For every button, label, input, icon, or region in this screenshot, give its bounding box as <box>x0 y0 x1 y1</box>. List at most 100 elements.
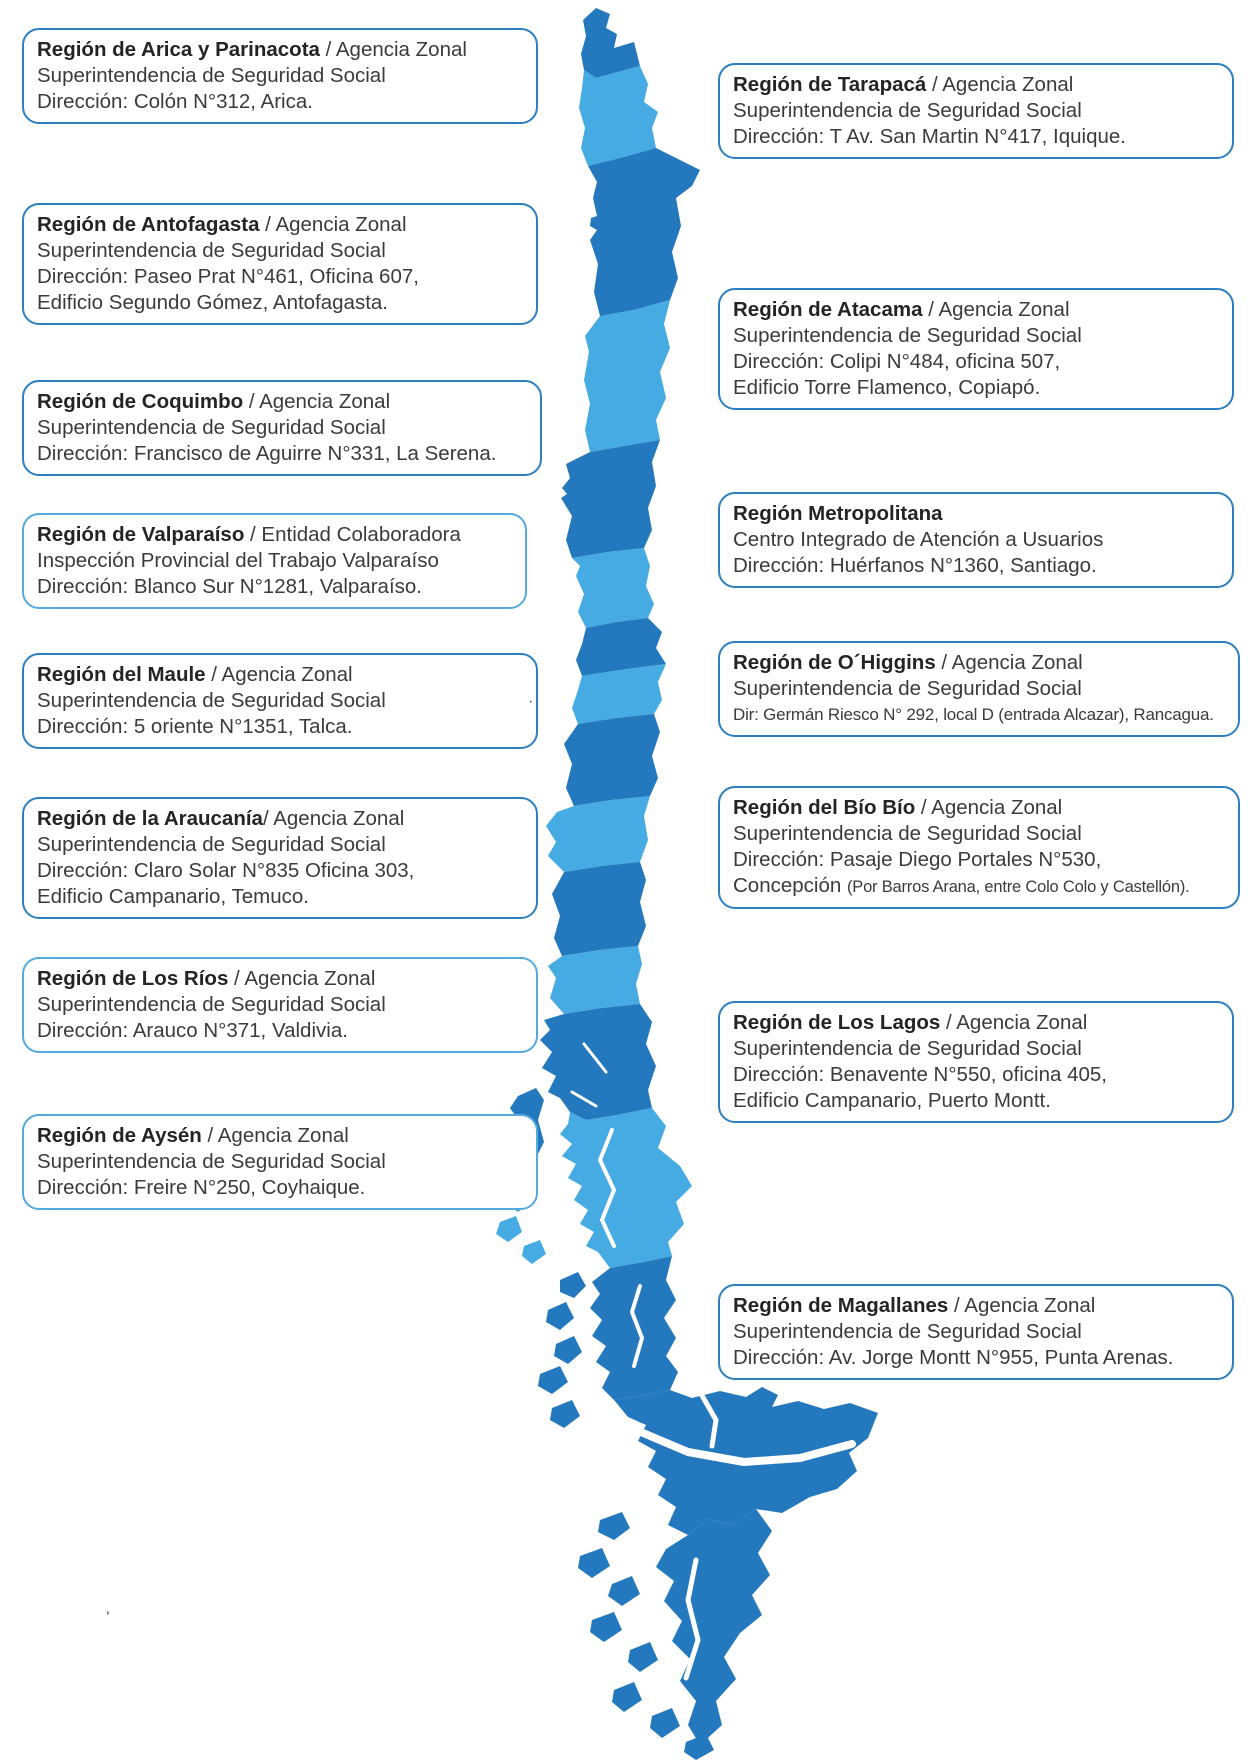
card-maule: Región del Maule / Agencia Zonal Superin… <box>22 653 538 749</box>
org-line: Centro Integrado de Atención a Usuarios <box>733 528 1104 551</box>
org-line: Superintendencia de Seguridad Social <box>37 993 386 1016</box>
map-archipelago-magallanes-10 <box>628 1642 658 1672</box>
address-line: Dirección: 5 oriente N°1351, Talca. <box>37 715 353 738</box>
map-archipelago-magallanes-12 <box>650 1708 680 1738</box>
map-region-magallanes-tierradelfuego <box>614 1387 878 1535</box>
office-type: / Agencia Zonal <box>205 663 353 686</box>
region-name: Región de Magallanes <box>733 1294 949 1317</box>
address-line: Dirección: Blanco Sur N°1281, Valparaíso… <box>37 575 422 598</box>
address-line: Dirección: Huérfanos N°1360, Santiago. <box>733 554 1097 577</box>
map-archipelago-magallanes-5 <box>550 1400 580 1428</box>
address-line-2: Concepción (Por Barros Arana, entre Colo… <box>733 873 1225 900</box>
region-name: Región de Antofagasta <box>37 213 260 236</box>
region-name: Región de O´Higgins <box>733 651 936 674</box>
map-channel-strait <box>632 1426 856 1466</box>
map-fjord-4 <box>570 1090 598 1108</box>
address-line: Dirección: Francisco de Aguirre N°331, L… <box>37 442 497 465</box>
region-name: Región Metropolitana <box>733 502 943 525</box>
address-line: Dirección: Colón N°312, Arica. <box>37 90 313 113</box>
region-name: Región de Atacama <box>733 298 923 321</box>
map-archipelago-magallanes-7 <box>578 1548 610 1578</box>
map-archipelago-magallanes-8 <box>608 1576 640 1606</box>
office-type: / Agencia Zonal <box>922 298 1070 321</box>
office-type: / Agencia Zonal <box>319 38 467 61</box>
map-region-metropolitana <box>576 618 666 676</box>
map-archipelago-magallanes-13 <box>684 1734 714 1760</box>
map-region-antofagasta <box>588 148 700 316</box>
org-line: Superintendencia de Seguridad Social <box>37 833 386 856</box>
address-line: Dirección: Arauco N°371, Valdivia. <box>37 1019 348 1042</box>
map-archipelago-magallanes-6 <box>598 1512 630 1540</box>
card-coquimbo: Región de Coquimbo / Agencia Zonal Super… <box>22 380 542 476</box>
map-fjord-2 <box>598 1128 616 1248</box>
office-type: / Agencia Zonal <box>926 73 1074 96</box>
map-region-magallanes-north <box>590 1256 678 1400</box>
card-antofagasta: Región de Antofagasta / Agencia Zonal Su… <box>22 203 538 325</box>
map-archipelago-magallanes-9 <box>590 1612 622 1642</box>
office-type: / Agencia Zonal <box>948 1294 1096 1317</box>
map-region-araucania <box>552 862 646 956</box>
org-line: Inspección Provincial del Trabajo Valpar… <box>37 549 439 572</box>
org-line: Superintendencia de Seguridad Social <box>733 822 1082 845</box>
map-region-magallanes-south <box>656 1509 772 1745</box>
card-loslagos: Región de Los Lagos / Agencia Zonal Supe… <box>718 1001 1234 1123</box>
map-region-ohiggins <box>572 664 666 724</box>
office-type: / Agencia Zonal <box>940 1011 1088 1034</box>
card-tarapaca: Región de Tarapacá / Agencia Zonal Super… <box>718 63 1234 159</box>
address-line: Dirección: T Av. San Martin N°417, Iquiq… <box>733 125 1126 148</box>
map-archipelago-aysen-5 <box>522 1240 546 1264</box>
region-name: Región de Los Lagos <box>733 1011 941 1034</box>
stray-dot: · <box>528 693 534 710</box>
map-region-valparaiso <box>572 548 654 628</box>
address-line: Dirección: Colipi N°484, oficina 507, <box>733 350 1061 373</box>
region-name: Región de Aysén <box>37 1124 202 1147</box>
office-type: / Agencia Zonal <box>201 1124 349 1147</box>
map-archipelago-magallanes-4 <box>538 1366 568 1394</box>
address-line: Dirección: Freire N°250, Coyhaique. <box>37 1176 366 1199</box>
card-atacama: Región de Atacama / Agencia Zonal Superi… <box>718 288 1234 410</box>
office-type: / Agencia Zonal <box>228 967 376 990</box>
org-line: Superintendencia de Seguridad Social <box>733 324 1082 347</box>
address-line: Dirección: Claro Solar N°835 Oficina 303… <box>37 859 415 882</box>
map-archipelago-magallanes-1 <box>560 1272 586 1298</box>
stray-dot: ‚ <box>106 1600 110 1617</box>
map-region-atacama <box>584 300 670 452</box>
map-channel-1 <box>697 1389 719 1449</box>
region-name: Región de Coquimbo <box>37 390 244 413</box>
address-line-2: Edificio Segundo Gómez, Antofagasta. <box>37 291 389 314</box>
map-region-loslagos <box>540 1004 656 1120</box>
map-archipelago-magallanes-11 <box>612 1682 642 1712</box>
map-archipelago-aysen-4 <box>496 1216 522 1242</box>
office-type: / Agencia Zonal <box>935 651 1083 674</box>
address-line-2: Edificio Torre Flamenco, Copiapó. <box>733 376 1041 399</box>
map-region-maule <box>564 714 660 806</box>
map-region-biobio <box>546 796 650 872</box>
map-region-coquimbo <box>561 440 660 558</box>
map-region-arica <box>581 8 640 78</box>
office-type: / Agencia Zonal <box>915 796 1063 819</box>
map-channel-2 <box>683 1557 701 1681</box>
card-metropolitana: Región Metropolitana Centro Integrado de… <box>718 492 1234 588</box>
org-line: Superintendencia de Seguridad Social <box>37 416 386 439</box>
card-biobio: Región del Bío Bío / Agencia Zonal Super… <box>718 786 1240 909</box>
map-region-tarapaca <box>579 66 658 166</box>
address-note: (Por Barros Arana, entre Colo Colo y Cas… <box>846 878 1190 896</box>
org-line: Superintendencia de Seguridad Social <box>37 689 386 712</box>
map-region-aysen <box>560 1108 692 1268</box>
address-line: Dir: Germán Riesco N° 292, local D (entr… <box>733 705 1214 724</box>
org-line: Superintendencia de Seguridad Social <box>37 239 386 262</box>
region-name: Región del Maule <box>37 663 206 686</box>
address-line: Dirección: Pasaje Diego Portales N°530, <box>733 848 1102 871</box>
map-archipelago-magallanes-2 <box>546 1302 574 1330</box>
org-line: Superintendencia de Seguridad Social <box>733 677 1082 700</box>
org-line: Superintendencia de Seguridad Social <box>733 1037 1082 1060</box>
office-type: / Agencia Zonal <box>262 807 405 830</box>
office-type: / Entidad Colaboradora <box>244 523 461 546</box>
office-type: / Agencia Zonal <box>243 390 391 413</box>
card-araucania: Región de la Araucanía/ Agencia Zonal Su… <box>22 797 538 919</box>
region-name: Región de Tarapacá <box>733 73 927 96</box>
org-line: Superintendencia de Seguridad Social <box>37 64 386 87</box>
map-fjord-1 <box>630 1284 644 1368</box>
org-line: Superintendencia de Seguridad Social <box>733 99 1082 122</box>
office-type: / Agencia Zonal <box>259 213 407 236</box>
